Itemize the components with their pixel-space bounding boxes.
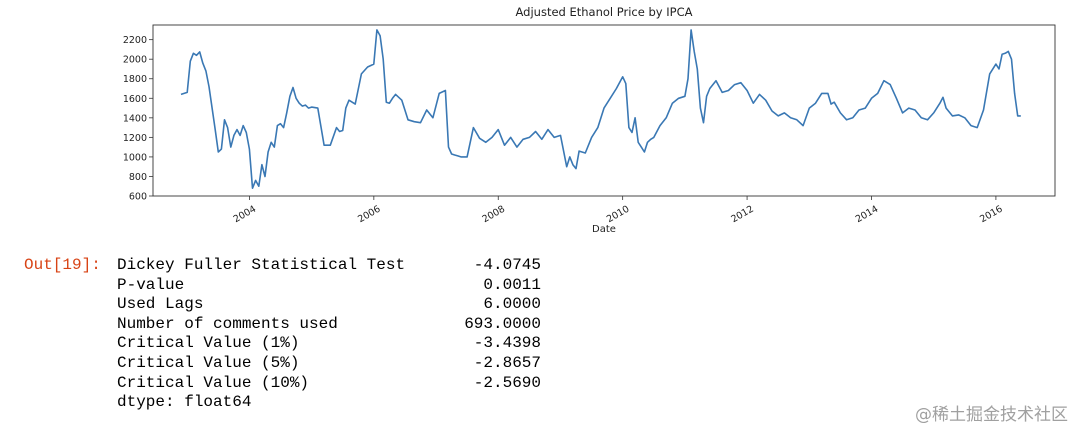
stat-row: Number of comments used 693.0000 — [117, 315, 541, 335]
stat-label: Critical Value (1%) — [117, 334, 300, 353]
stat-label: Critical Value (5%) — [117, 353, 300, 372]
x-tick-label: 2016 — [978, 204, 1004, 226]
x-axis: 2004 2006 2008 2010 2012 2014 2016 — [232, 196, 1005, 225]
x-tick-label: 2006 — [356, 204, 382, 226]
stats-output: Dickey Fuller Statistical Test -4.0745 P-… — [117, 256, 541, 413]
y-tick-label: 1400 — [123, 113, 147, 124]
x-tick-label: 2004 — [232, 204, 258, 226]
y-axis: 600 800 1000 1200 1400 1600 1800 2000 2200 — [123, 35, 153, 203]
stat-value: -4.0745 — [473, 256, 541, 274]
stat-row: Critical Value (5%) -2.8657 — [117, 354, 541, 374]
y-tick-label: 1200 — [123, 133, 147, 144]
x-tick-label: 2010 — [605, 204, 631, 226]
y-tick-label: 1000 — [123, 152, 147, 163]
stat-label: Number of comments used — [117, 314, 338, 333]
stat-row: Critical Value (1%) -3.4398 — [117, 334, 541, 354]
x-tick-label: 2014 — [854, 204, 880, 226]
dtype-label: dtype: float64 — [117, 393, 252, 412]
stat-value: 6.0000 — [483, 295, 541, 314]
plot-frame — [152, 24, 1056, 197]
line-chart: Adjusted Ethanol Price by IPCA 600 800 100… — [123, 5, 1056, 235]
stat-row: Critical Value (10%) -2.5690 — [117, 374, 541, 394]
stat-row: Dickey Fuller Statistical Test -4.0745 — [117, 256, 541, 276]
y-tick-label: 2200 — [123, 35, 147, 46]
stat-label: Critical Value (10%) — [117, 373, 310, 392]
stat-value: -2.8657 — [473, 353, 541, 372]
stat-row: Used Lags 6.0000 — [117, 295, 541, 315]
x-tick-label: 2008 — [481, 204, 507, 226]
dtype-row: dtype: float64 — [117, 393, 541, 413]
y-tick-label: 1800 — [123, 74, 147, 85]
stat-label: Dickey Fuller Statistical Test — [117, 256, 406, 274]
stat-value: -3.4398 — [473, 334, 541, 353]
watermark: @稀土掘金技术社区 — [915, 405, 1068, 425]
stat-row: P-value 0.0011 — [117, 276, 541, 296]
stat-value: -2.5690 — [473, 373, 541, 392]
x-axis-label: Date — [592, 224, 616, 235]
y-tick-label: 800 — [129, 172, 147, 183]
x-tick-label: 2012 — [729, 204, 755, 226]
stat-label: Used Lags — [117, 295, 204, 314]
output-prompt: Out[19]: — [24, 256, 101, 274]
chart-title: Adjusted Ethanol Price by IPCA — [516, 5, 693, 19]
series-line — [180, 29, 1021, 189]
y-tick-label: 1600 — [123, 94, 147, 105]
stat-value: 693.0000 — [464, 314, 541, 333]
y-tick-label: 2000 — [123, 55, 147, 66]
stat-value: 0.0011 — [483, 275, 541, 294]
y-tick-label: 600 — [129, 192, 147, 203]
chart: Adjusted Ethanol Price by IPCA 600 800 100… — [123, 5, 1056, 235]
stat-label: P-value — [117, 275, 185, 294]
